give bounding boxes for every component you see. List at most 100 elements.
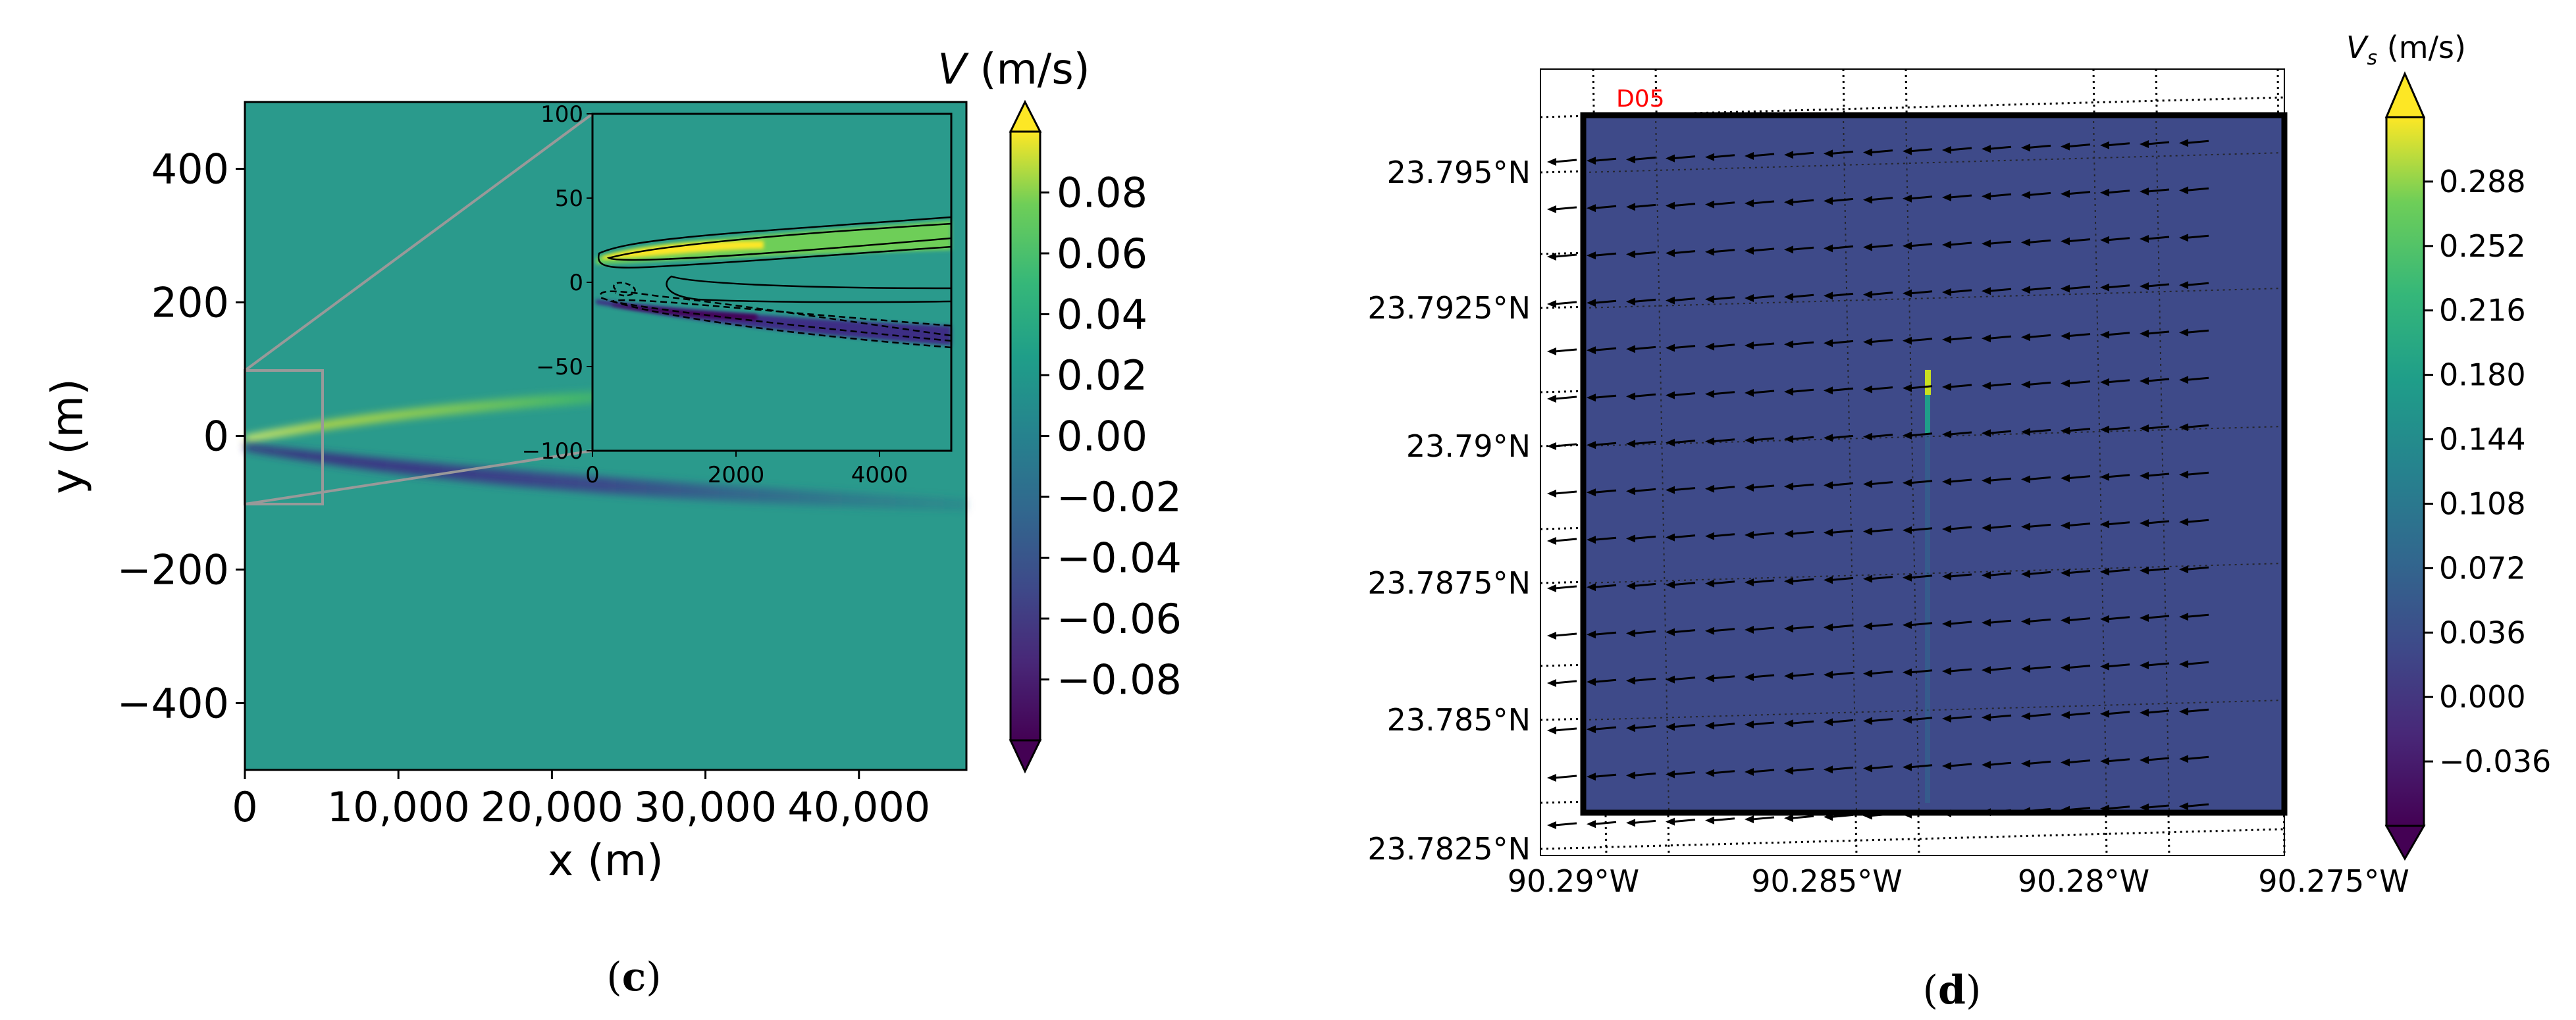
wind-vector-head: [2021, 286, 2030, 294]
colorbar-d-tick-label: −0.036: [2439, 744, 2551, 779]
wind-vector-head: [1666, 675, 1675, 684]
wind-vector-head: [1982, 240, 1991, 248]
wind-vector-head: [1705, 579, 1714, 588]
wind-vector-head: [2100, 330, 2109, 339]
wind-vector-shaft: [1752, 200, 1775, 205]
wind-vector-shaft: [2028, 618, 2051, 623]
wind-vector-shaft: [2186, 140, 2209, 144]
wind-vector-shaft: [1989, 524, 2012, 529]
wind-vector-shaft: [1633, 630, 1656, 634]
latitude-label: 23.7875°N: [1367, 565, 1531, 601]
wind-vector-head: [1547, 253, 1556, 261]
latitude-label: 23.785°N: [1387, 702, 1531, 738]
wind-vector-head: [1587, 536, 1596, 544]
panel-d-caption: (d): [1923, 967, 1982, 1013]
wind-vector-head: [1666, 628, 1675, 636]
wind-vector-head: [1784, 719, 1793, 728]
wind-vector-head: [1626, 771, 1635, 780]
wind-vector-shaft: [1752, 484, 1775, 489]
wind-vector-shaft: [1949, 384, 1972, 388]
wind-vector-head: [1587, 583, 1596, 592]
wind-vector-shaft: [1989, 240, 2012, 245]
wind-vector-shaft: [2147, 757, 2170, 761]
colorbar-d-extend-min: [2384, 825, 2426, 861]
wind-vector-head: [2179, 281, 2188, 290]
wind-vector-shaft: [1752, 295, 1775, 299]
wind-vector-head: [2061, 569, 2070, 577]
wind-vector-shaft: [1910, 432, 1933, 437]
wind-vector-head: [1824, 623, 1833, 632]
wind-vector-head: [1626, 629, 1635, 638]
wake-streak-trail: [1925, 408, 1930, 803]
wind-vector-head: [1903, 526, 1912, 534]
wind-vector-head: [1903, 431, 1912, 440]
longitude-label: 90.28°W: [2018, 863, 2149, 899]
wind-vector-head: [1784, 625, 1793, 633]
wind-vector-head: [1824, 434, 1833, 442]
wind-vector-shaft: [1870, 197, 1893, 201]
wind-vector-head: [1982, 192, 1991, 201]
wind-vector-shaft: [2107, 237, 2130, 242]
wind-vector-shaft: [1712, 438, 1735, 443]
wind-vector-shaft: [2107, 474, 2130, 478]
wind-vector-head: [1666, 580, 1675, 589]
wind-vector-shaft: [1594, 157, 1617, 162]
wind-vector-shaft: [2068, 286, 2091, 290]
wind-vector-head: [1547, 774, 1556, 782]
wind-vector-shaft: [1554, 632, 1577, 637]
longitude-label: 90.275°W: [2258, 863, 2409, 899]
wind-vector-shaft: [1673, 392, 1696, 397]
domain-graticule: [1583, 115, 2285, 813]
wind-vector-head: [1745, 768, 1754, 776]
wind-vector-head: [1705, 437, 1714, 446]
wind-vector-head: [1705, 342, 1714, 351]
wind-vector-shaft: [2068, 759, 2091, 764]
wind-vector-head: [2021, 238, 2030, 247]
y-tick-label: 400: [151, 145, 229, 193]
wind-vector-head: [1547, 205, 1556, 213]
wind-vector-head: [1903, 763, 1912, 771]
colorbar-extend-min: [1009, 739, 1042, 774]
wind-vector-shaft: [1831, 529, 1854, 534]
panel-c-colorbar: 0.08 0.06 0.04 0.02 0.00 −0.02 −0.04 −0.06 −0.08…: [937, 45, 1182, 774]
wind-vector-head: [1784, 340, 1793, 349]
wind-vector-shaft: [1831, 576, 1854, 581]
wind-vector-head: [2140, 709, 2149, 717]
wind-vector-head: [1824, 197, 1833, 205]
wind-vector-shaft: [1594, 489, 1617, 494]
wind-vector-shaft: [1633, 156, 1656, 161]
wind-vector-shaft: [1673, 582, 1696, 586]
panel-c-caption: (c): [606, 954, 661, 1000]
wind-vector-shaft: [2186, 661, 2209, 665]
wind-vector-shaft: [2147, 330, 2170, 335]
inset-background: [592, 114, 951, 451]
wind-vector-shaft: [1594, 536, 1617, 541]
wind-vector-head: [1942, 478, 1951, 486]
wind-vector-shaft: [1633, 535, 1656, 540]
wind-vector-shaft: [1831, 624, 1854, 628]
wind-vector-head: [1863, 622, 1872, 630]
wind-vector-shaft: [1791, 767, 1814, 772]
wind-vector-shaft: [2068, 665, 2091, 669]
wind-vector-shaft: [1910, 195, 1933, 200]
wind-vector-shaft: [1633, 725, 1656, 729]
wind-vector-shaft: [1752, 247, 1775, 252]
colorbar-tick-label: 0.02: [1057, 351, 1147, 399]
wind-vector-shaft: [1989, 667, 2012, 671]
wind-vector-head: [1903, 573, 1912, 582]
wind-vector-shaft: [2107, 805, 2130, 810]
wind-vector-shaft: [1673, 771, 1696, 776]
wind-vector-shaft: [2186, 282, 2209, 286]
wind-vector-head: [1547, 584, 1556, 592]
wind-vector-head: [1903, 336, 1912, 345]
map-latitude-labels: 23.795°N 23.7925°N 23.79°N 23.7875°N 23.785°…: [1367, 155, 1531, 867]
wind-vector-head: [1666, 154, 1675, 163]
wind-vector-shaft: [2107, 190, 2130, 194]
wind-vector-shaft: [1673, 819, 1696, 823]
wind-vector-head: [2021, 665, 2030, 673]
wind-vector-shaft: [2186, 613, 2209, 618]
inset-contours: [597, 216, 952, 349]
wind-vector-head: [2061, 190, 2070, 198]
colorbar-d-title: Vs (m/s): [2346, 30, 2466, 70]
wind-vector-head: [1982, 761, 1991, 769]
